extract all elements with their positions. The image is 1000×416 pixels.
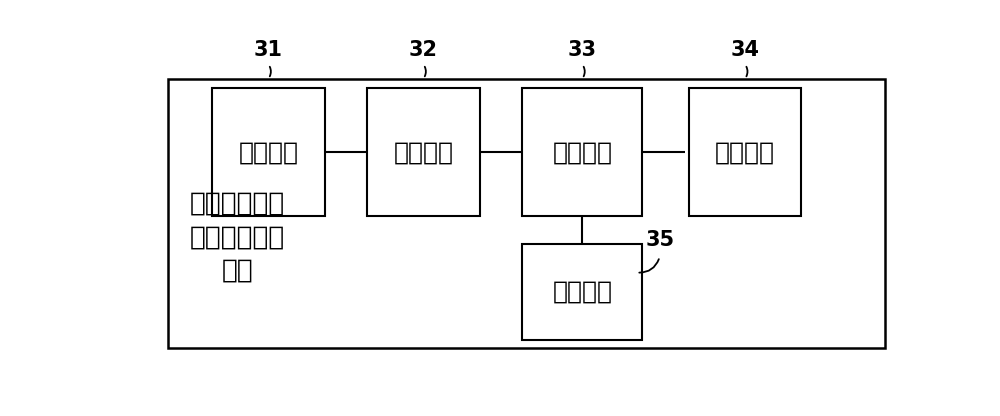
- Text: 32: 32: [409, 40, 438, 59]
- Text: 接收模块: 接收模块: [238, 141, 298, 164]
- Bar: [522, 88, 642, 216]
- Bar: [212, 88, 325, 216]
- Text: 34: 34: [730, 40, 760, 59]
- Text: 发送模块: 发送模块: [715, 141, 775, 164]
- Text: 查询模块: 查询模块: [393, 141, 453, 164]
- Text: 端之间的控制: 端之间的控制: [190, 224, 285, 250]
- Bar: [367, 88, 480, 216]
- Text: 解码模块: 解码模块: [552, 141, 612, 164]
- Bar: [689, 88, 801, 216]
- Text: 车载系统与终: 车载系统与终: [190, 191, 285, 217]
- Text: 35: 35: [645, 230, 674, 250]
- Text: 装置: 装置: [222, 258, 253, 284]
- Text: 31: 31: [254, 40, 283, 59]
- Text: 33: 33: [568, 40, 597, 59]
- Text: 设置模块: 设置模块: [552, 280, 612, 304]
- Bar: [522, 244, 642, 340]
- Bar: [168, 79, 885, 348]
